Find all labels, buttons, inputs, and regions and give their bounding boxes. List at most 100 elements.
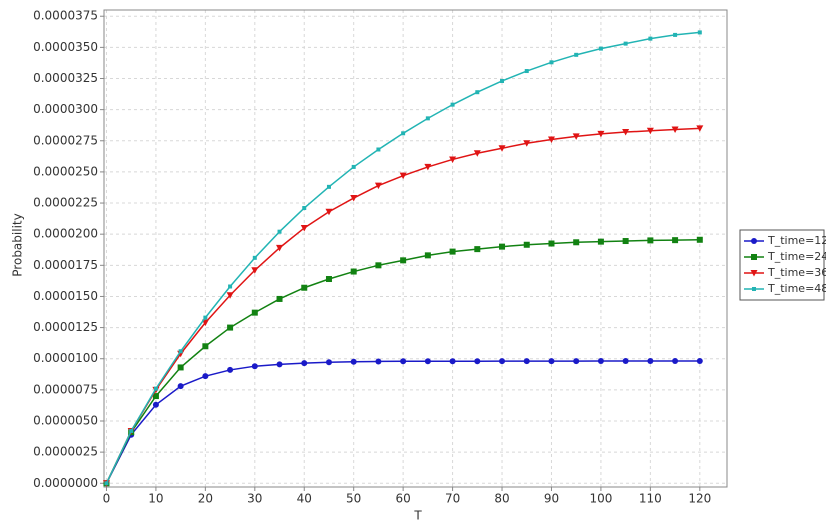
marker (325, 359, 332, 366)
marker (178, 349, 183, 354)
marker (473, 150, 481, 157)
x-tick-label: 30 (247, 492, 262, 506)
marker (449, 248, 456, 255)
y-axis-label: Probability (11, 213, 25, 276)
legend-label: T_time=12 (767, 234, 826, 247)
marker (400, 257, 407, 264)
marker (399, 172, 407, 180)
marker (475, 90, 480, 95)
marker (572, 133, 580, 140)
marker (672, 237, 679, 244)
marker (574, 52, 579, 57)
marker (104, 481, 109, 486)
y-tick-label: 0.0000150 (33, 289, 98, 303)
marker (697, 30, 702, 35)
marker (203, 315, 208, 320)
y-tick-label: 0.0000025 (33, 445, 98, 459)
marker (226, 292, 234, 299)
marker (177, 383, 184, 390)
y-tick-label: 0.0000250 (33, 164, 98, 178)
marker (351, 164, 356, 169)
marker (696, 125, 704, 132)
marker (424, 252, 431, 259)
x-tick-label: 50 (346, 492, 361, 506)
y-tick-label: 0.0000325 (33, 71, 98, 85)
marker (751, 254, 757, 260)
y-tick-label: 0.0000125 (33, 320, 98, 334)
marker (622, 238, 629, 245)
marker (523, 358, 530, 365)
x-tick-label: 10 (148, 492, 163, 506)
marker (696, 357, 703, 364)
plot-frame (103, 9, 728, 488)
x-tick-label: 80 (494, 492, 509, 506)
y-tick-label: 0.0000275 (33, 133, 98, 147)
marker (325, 208, 333, 216)
marker (252, 255, 257, 260)
y-tick-label: 0.0000300 (33, 102, 98, 116)
marker (450, 102, 455, 107)
marker (251, 267, 259, 274)
y-tick-label: 0.0000200 (33, 227, 98, 241)
marker (573, 239, 580, 246)
y-tick-label: 0.0000225 (33, 196, 98, 210)
marker (177, 364, 184, 371)
marker (548, 358, 555, 365)
x-tick-label: 20 (198, 492, 213, 506)
marker (326, 184, 331, 189)
marker (228, 284, 233, 289)
marker (276, 361, 283, 368)
marker (549, 60, 554, 65)
marker (622, 357, 629, 364)
marker (202, 373, 209, 380)
marker (524, 69, 529, 74)
legend-label: T_time=48 (767, 282, 826, 295)
marker (573, 358, 580, 365)
y-tick-label: 0.0000175 (33, 258, 98, 272)
x-tick-label: 120 (688, 492, 711, 506)
marker (276, 295, 283, 302)
y-tick-label: 0.0000050 (33, 413, 98, 427)
marker (325, 276, 332, 283)
marker (376, 147, 381, 152)
marker (227, 366, 234, 373)
marker (547, 136, 555, 144)
marker (302, 206, 307, 211)
marker (374, 182, 382, 190)
marker (623, 41, 628, 46)
marker (375, 262, 382, 269)
marker (499, 358, 506, 365)
marker (350, 358, 357, 365)
marker (500, 78, 505, 83)
x-tick-label: 40 (297, 492, 312, 506)
marker (251, 309, 258, 316)
y-tick-label: 0.0000100 (33, 351, 98, 365)
marker (424, 163, 432, 171)
marker (598, 46, 603, 51)
x-tick-label: 70 (445, 492, 460, 506)
x-tick-label: 110 (639, 492, 662, 506)
marker (401, 131, 406, 136)
marker (752, 287, 756, 291)
marker (129, 428, 134, 433)
marker (671, 126, 679, 134)
marker (449, 358, 456, 365)
y-tick-label: 0.0000375 (33, 9, 98, 23)
marker (648, 36, 653, 41)
y-tick-label: 0.0000350 (33, 40, 98, 54)
x-tick-label: 100 (589, 492, 612, 506)
x-tick-label: 0 (103, 492, 111, 506)
marker (276, 244, 284, 252)
marker (227, 324, 234, 331)
marker (152, 401, 159, 408)
marker (400, 358, 407, 365)
marker (301, 360, 308, 367)
y-tick-label: 0.0000075 (33, 382, 98, 396)
marker (425, 116, 430, 121)
marker (622, 129, 630, 136)
marker (277, 229, 282, 234)
marker (301, 284, 308, 291)
marker (350, 195, 358, 202)
marker (672, 357, 679, 364)
